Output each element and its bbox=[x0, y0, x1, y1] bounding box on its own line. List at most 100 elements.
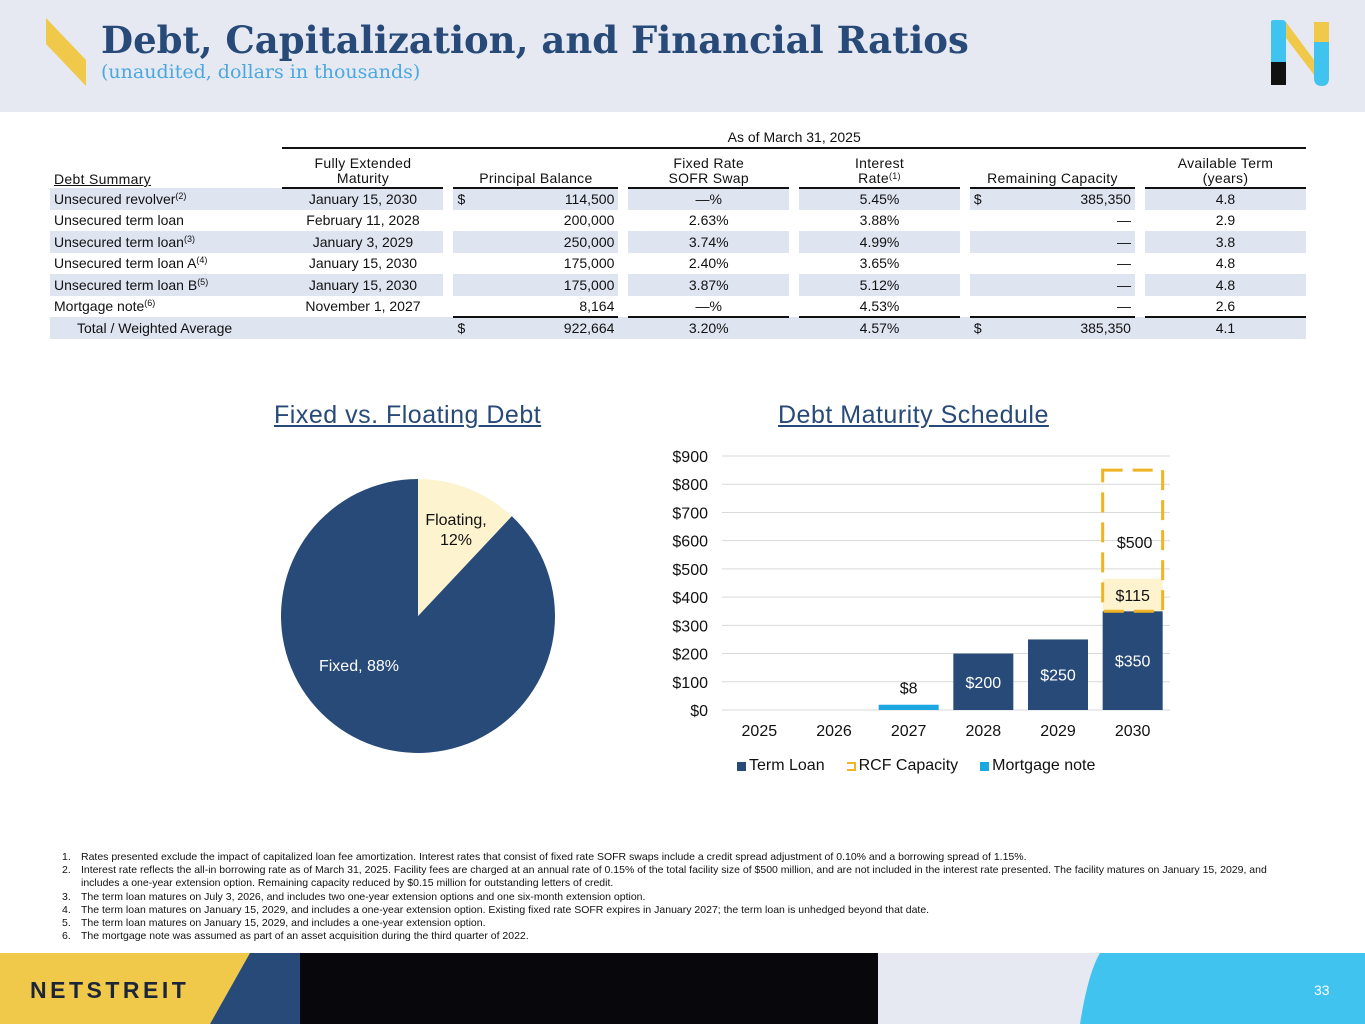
maturity-chart-title: Debt Maturity Schedule bbox=[778, 401, 1049, 429]
row-capacity: 385,350 bbox=[985, 188, 1135, 210]
table-row: Unsecured term loan February 11, 2028 200,… bbox=[50, 209, 1306, 231]
row-swap: —% bbox=[695, 297, 722, 314]
netstreit-logo-icon bbox=[1271, 20, 1329, 86]
chart-legend: Term Loan RCF Capacity Mortgage note bbox=[737, 757, 1095, 775]
row-rate: 3.65% bbox=[859, 255, 900, 272]
row-rate: 3.88% bbox=[859, 212, 900, 229]
footnotes-list: 1. Rates presented exclude the impact of … bbox=[62, 851, 1302, 943]
row-swap: 3.87% bbox=[628, 274, 790, 296]
row-rate: 4.53% bbox=[859, 297, 900, 314]
row-term: 4.8 bbox=[1215, 255, 1236, 272]
legend-rcf-capacity: RCF Capacity bbox=[846, 757, 958, 775]
y-tick-label: $100 bbox=[672, 675, 708, 692]
bar-label-mortgage-note: $8 bbox=[900, 681, 918, 698]
row-term: 4.8 bbox=[1144, 274, 1306, 296]
col-swap: Fixed Rate SOFR Swap bbox=[628, 148, 790, 189]
row-capacity: — bbox=[1116, 297, 1131, 314]
row-maturity: January 15, 2030 bbox=[282, 274, 444, 296]
y-tick-label: $900 bbox=[672, 449, 708, 466]
bar-term-loan bbox=[1028, 639, 1088, 710]
row-principal: 175,000 bbox=[469, 274, 619, 296]
col-term: Available Term (years) bbox=[1144, 148, 1306, 189]
row-maturity: January 15, 2030 bbox=[308, 255, 418, 272]
page-title: Debt, Capitalization, and Financial Rati… bbox=[101, 18, 969, 62]
col-capacity: Remaining Capacity bbox=[969, 148, 1135, 189]
col-maturity: Fully Extended Maturity bbox=[282, 148, 444, 189]
row-maturity: January 3, 2029 bbox=[282, 231, 444, 253]
bar-label-term-loan: $250 bbox=[1040, 668, 1076, 685]
row-rate: 4.99% bbox=[799, 231, 960, 253]
row-term: 4.8 bbox=[1144, 188, 1306, 210]
row-maturity: January 15, 2030 bbox=[282, 188, 444, 210]
col-interest-rate: Interest Rate(1) bbox=[799, 148, 960, 189]
col-debt-summary: Debt Summary bbox=[54, 171, 151, 187]
row-rate: 5.12% bbox=[799, 274, 960, 296]
bar-label-term-loan: $350 bbox=[1115, 654, 1151, 671]
row-name: Unsecured revolver(2) bbox=[50, 188, 283, 210]
pie-slice-floating bbox=[418, 479, 512, 616]
chevron-icon bbox=[46, 18, 86, 86]
row-capacity: — bbox=[1116, 255, 1131, 272]
x-tick-label: 2029 bbox=[1040, 723, 1076, 740]
footer-band: NETSTREIT 33 bbox=[0, 953, 1365, 1024]
row-capacity: — bbox=[1116, 212, 1131, 229]
row-term: 3.8 bbox=[1144, 231, 1306, 253]
row-swap: 2.40% bbox=[688, 255, 729, 272]
bar-label-revolver: $115 bbox=[1115, 588, 1150, 605]
table-row: Unsecured term loan A(4) January 15, 2030… bbox=[50, 252, 1306, 274]
y-tick-label: $600 bbox=[672, 534, 708, 551]
footer-brand: NETSTREIT bbox=[30, 977, 190, 1003]
pie-chart-title: Fixed vs. Floating Debt bbox=[274, 401, 542, 429]
row-name: Unsecured term loan A(4) bbox=[54, 255, 208, 272]
bar-mortgage-note bbox=[878, 704, 939, 710]
y-tick-label: $200 bbox=[672, 647, 708, 664]
bar-label-rcf: $500 bbox=[1117, 535, 1153, 552]
row-maturity: February 11, 2028 bbox=[306, 212, 420, 229]
x-tick-label: 2028 bbox=[966, 723, 1002, 740]
pie-label-floating-2: 12% bbox=[440, 532, 472, 549]
row-name: Mortgage note(6) bbox=[54, 298, 156, 315]
y-tick-label: $400 bbox=[672, 590, 708, 607]
row-principal: 114,500 bbox=[469, 188, 619, 210]
y-tick-label: $700 bbox=[672, 505, 708, 522]
col-principal: Principal Balance bbox=[453, 148, 619, 189]
table-row: Unsecured term loan B(5) January 15, 2030… bbox=[50, 274, 1306, 296]
as-of-date: As of March 31, 2025 bbox=[282, 126, 1306, 149]
footnote-item: 6. The mortgage note was assumed as part … bbox=[62, 930, 529, 943]
pie-label-floating-1: Floating, bbox=[425, 512, 486, 529]
bar-term-loan bbox=[1102, 611, 1163, 710]
footnote-item: 2. Interest rate reflects the all-in borr… bbox=[62, 864, 1267, 890]
row-principal: 175,000 bbox=[563, 255, 615, 272]
y-tick-label: $800 bbox=[672, 477, 708, 494]
row-capacity: — bbox=[985, 231, 1135, 253]
footer-graphic bbox=[0, 953, 1365, 1024]
x-tick-label: 2026 bbox=[816, 723, 852, 740]
total-row: Total / Weighted Average $ 922,664 3.20%… bbox=[50, 316, 1306, 339]
row-principal: 250,000 bbox=[469, 231, 619, 253]
row-capacity: — bbox=[985, 274, 1135, 296]
bar-label-term-loan: $200 bbox=[966, 675, 1002, 692]
footnote-item: 5. The term loan matures on January 15, 2… bbox=[62, 917, 486, 930]
legend-mortgage-note: Mortgage note bbox=[980, 757, 1095, 775]
fixed-floating-pie-chart: Floating, 12% Fixed, 88% bbox=[281, 479, 555, 753]
bar-term-loan bbox=[953, 653, 1014, 710]
x-tick-label: 2025 bbox=[742, 723, 778, 740]
row-swap: 2.63% bbox=[688, 212, 729, 229]
table-row: Unsecured term loan(3) January 3, 2029 250… bbox=[50, 231, 1306, 253]
debt-summary-table: As of March 31, 2025 Debt Summary Fully … bbox=[50, 126, 1306, 339]
y-tick-label: $0 bbox=[690, 703, 708, 720]
row-maturity: November 1, 2027 bbox=[305, 298, 421, 315]
footnote-item: 4. The term loan matures on January 15, 2… bbox=[62, 903, 930, 916]
header-band: Debt, Capitalization, and Financial Rati… bbox=[0, 0, 1365, 112]
row-name: Unsecured term loan(3) bbox=[50, 231, 283, 253]
pie-label-fixed: Fixed, 88% bbox=[319, 658, 399, 675]
row-swap: 3.74% bbox=[628, 231, 790, 253]
legend-term-loan: Term Loan bbox=[737, 757, 825, 775]
row-term: 2.9 bbox=[1215, 212, 1236, 229]
row-term: 2.6 bbox=[1215, 297, 1236, 314]
y-tick-label: $500 bbox=[672, 562, 708, 579]
x-tick-label: 2030 bbox=[1115, 723, 1151, 740]
footnote-item: 1. Rates presented exclude the impact of … bbox=[62, 851, 1027, 863]
row-principal: 8,164 bbox=[579, 297, 615, 314]
row-name: Unsecured term loan bbox=[54, 212, 184, 229]
